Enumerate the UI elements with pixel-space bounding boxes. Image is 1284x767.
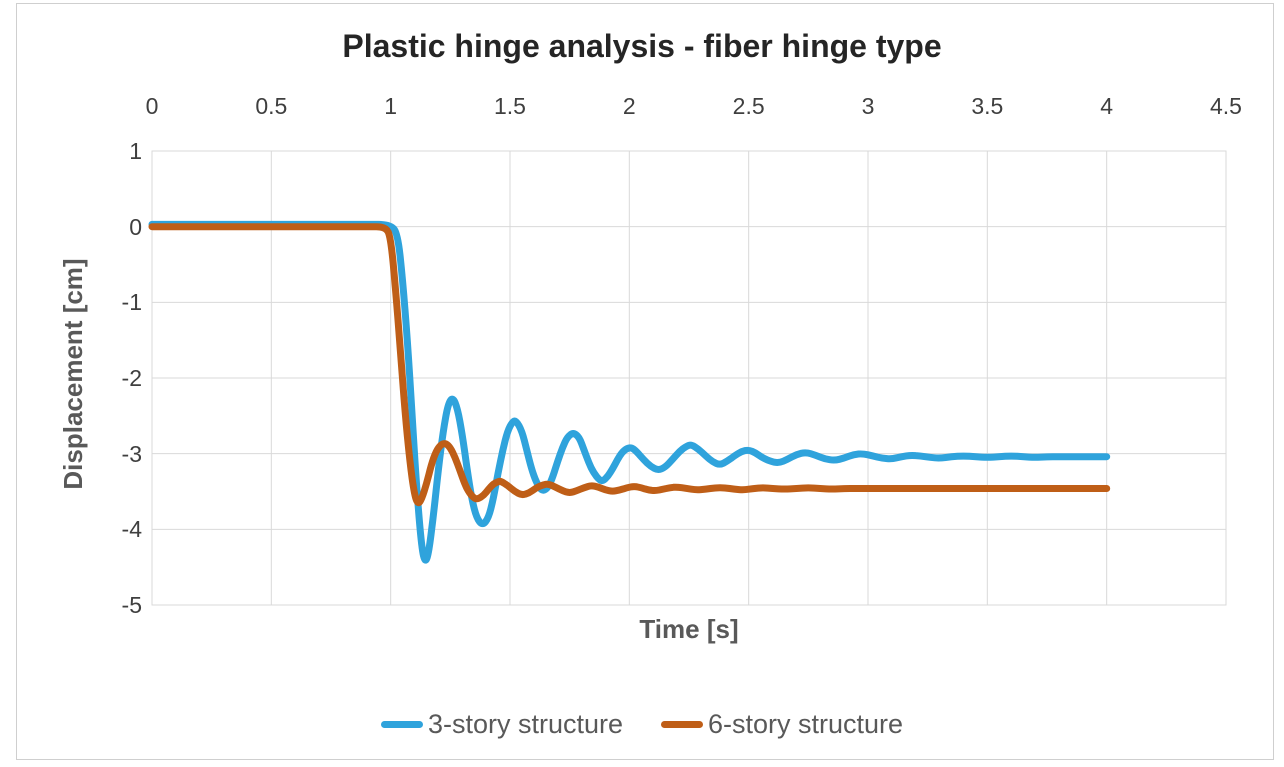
x-tick-label: 2.5	[732, 93, 765, 119]
x-tick-label: 2	[622, 93, 636, 119]
legend-label: 3-story structure	[427, 708, 623, 739]
x-tick-label: 0	[145, 93, 159, 119]
x-tick-label: 3.5	[971, 93, 1004, 119]
legend-item-3-story: 3-story structure	[380, 708, 623, 740]
legend-item-6-story: 6-story structure	[661, 709, 903, 740]
y-tick-label: 1	[129, 138, 142, 164]
x-tick-label: 1.5	[494, 93, 526, 119]
legend-label: 6-story structure	[708, 708, 904, 739]
x-tick-label: 4	[1100, 93, 1114, 119]
x-axis-title: Time [s]	[639, 614, 739, 644]
y-axis-title: Displacement [cm]	[58, 258, 88, 490]
x-tick-label: 3	[861, 93, 875, 119]
y-tick-label: -1	[121, 289, 142, 316]
series-line-1	[148, 223, 1111, 507]
legend: 3-story structure 6-story structure	[0, 702, 1284, 746]
legend-swatch-orange-line	[661, 720, 703, 728]
x-tick-label: 0.5	[255, 93, 288, 119]
x-tick-label: 1	[384, 93, 398, 119]
legend-swatch-blue-line	[380, 720, 423, 728]
plot-border	[151, 150, 1227, 606]
chart-frame-border	[16, 3, 1274, 760]
x-tick-label: 4.5	[1210, 93, 1242, 119]
chart-title: Plastic hinge analysis - fiber hinge typ…	[342, 28, 942, 64]
y-tick-label: -4	[121, 516, 142, 543]
y-tick-label: -3	[121, 440, 142, 467]
y-tick-label: -2	[121, 365, 142, 391]
y-tick-label: -5	[121, 592, 142, 618]
series-line-0	[148, 220, 1111, 564]
y-tick-label: 0	[129, 213, 142, 240]
